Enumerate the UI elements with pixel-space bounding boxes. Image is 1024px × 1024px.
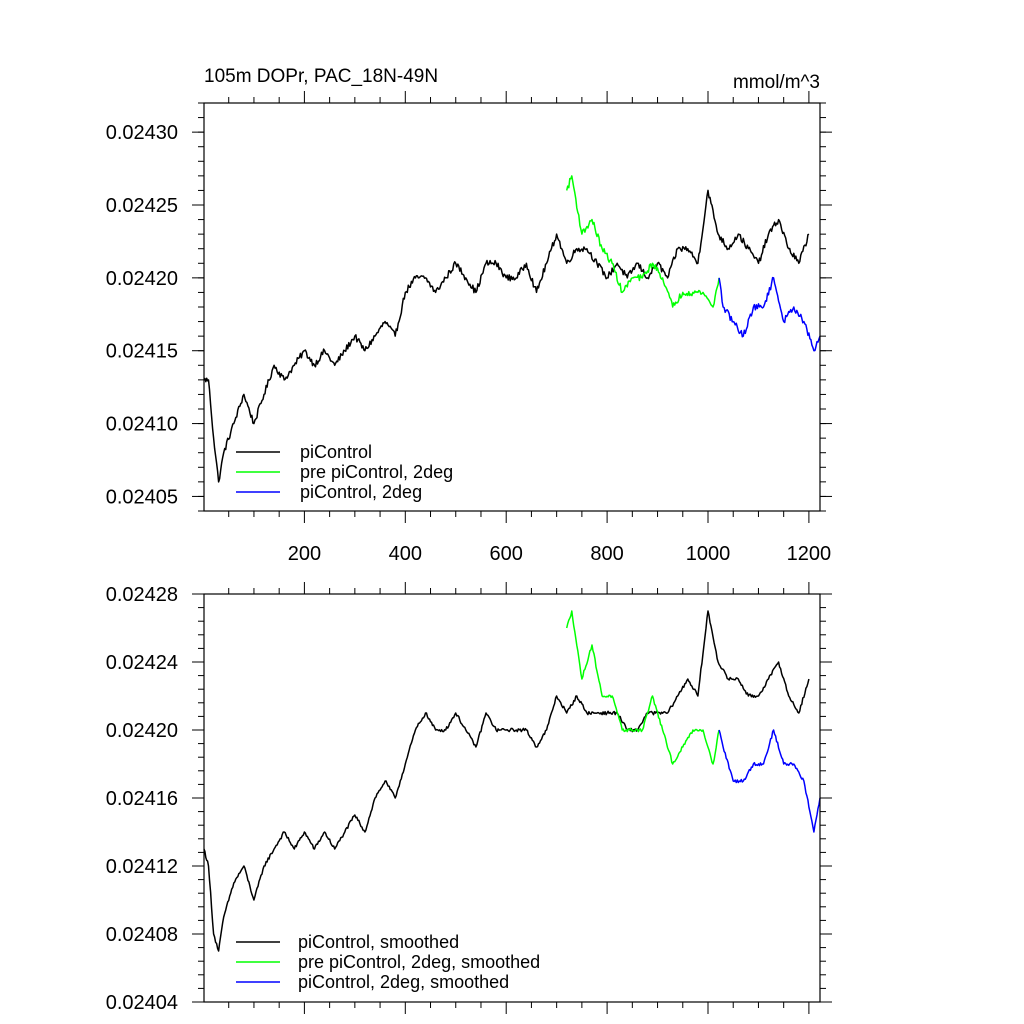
y-tick-label: 0.02424 <box>106 652 178 674</box>
y-tick-label: 0.02428 <box>106 584 178 606</box>
y-tick-label: 0.02410 <box>106 414 178 436</box>
plot-frame <box>203 102 821 512</box>
y-tick-label: 0.02405 <box>106 486 178 508</box>
series-line-0 <box>203 610 810 952</box>
legend-label: pre piControl, 2deg <box>300 462 453 482</box>
x-tick-label: 400 <box>389 543 422 565</box>
x-tick-label: 200 <box>288 543 321 565</box>
plot-frame <box>203 593 821 1003</box>
legend-label: piControl, 2deg <box>300 482 422 502</box>
legend-label: piControl <box>300 442 372 462</box>
series-line-2 <box>718 729 821 833</box>
x-tick-label: 800 <box>590 543 623 565</box>
series-line-2 <box>718 276 821 352</box>
y-tick-label: 0.02416 <box>106 788 178 810</box>
y-tick-label: 0.02415 <box>106 341 178 363</box>
x-tick-label: 1000 <box>686 543 731 565</box>
y-tick-label: 0.02404 <box>106 992 178 1014</box>
y-tick-label: 0.02408 <box>106 924 178 946</box>
series-line-1 <box>565 175 720 308</box>
units-label: mmol/m^3 <box>733 72 820 93</box>
panel-bottom: 0.02404 0.02408 0.02412 0.02416 0.02420 0.024… <box>106 582 832 1014</box>
y-tick-label: 0.02420 <box>106 720 178 742</box>
panel-top: 105m DOPr, PAC_18N-49N mmol/m^3 200 400 60… <box>106 66 832 565</box>
legend-label: pre piControl, 2deg, smoothed <box>298 952 540 972</box>
y-tick-label: 0.02412 <box>106 856 178 878</box>
y-tick-label: 0.02420 <box>106 268 178 290</box>
legend-label: piControl, 2deg, smoothed <box>298 972 509 992</box>
legend-label: piControl, smoothed <box>298 932 459 952</box>
chart-title: 105m DOPr, PAC_18N-49N <box>204 66 438 87</box>
y-tick-label: 0.02430 <box>106 122 178 144</box>
series-line-0 <box>203 189 810 483</box>
x-tick-label: 600 <box>490 543 523 565</box>
x-tick-label: 1200 <box>787 543 832 565</box>
y-tick-label: 0.02425 <box>106 195 178 217</box>
series-line-1 <box>565 610 720 765</box>
